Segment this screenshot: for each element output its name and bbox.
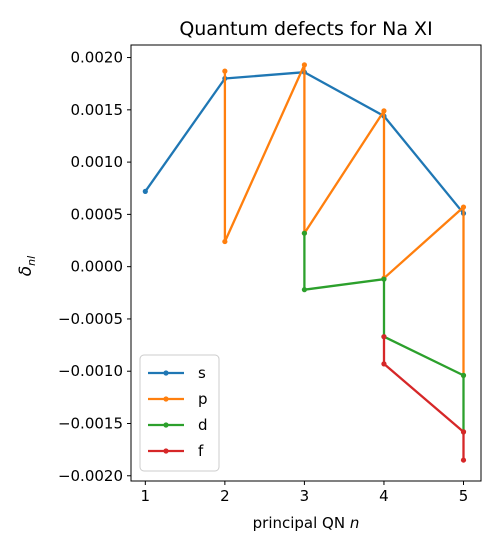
x-axis: 1 2 3 4 5 — [141, 481, 469, 505]
y-axis-label: δnl — [16, 256, 38, 276]
legend-marker-s — [163, 370, 169, 376]
data-point-f-0 — [381, 334, 387, 340]
data-point-p-2 — [301, 62, 308, 68]
x-axis-label-text: principal QN — [253, 514, 350, 532]
data-point-d-0 — [301, 230, 308, 236]
series-line-d — [303, 233, 465, 432]
y-tick-label-7: 0.0015 — [71, 101, 124, 119]
legend-label-d: d — [198, 416, 208, 434]
chart-title: Quantum defects for Na XI — [179, 18, 432, 40]
axes-frame — [130, 44, 482, 482]
legend-marker-p — [163, 396, 169, 402]
y-axis-label-subscript: nl — [25, 256, 38, 266]
data-point-d-2 — [381, 276, 387, 282]
data-point-f-1 — [381, 361, 387, 367]
legend-marker-d — [163, 422, 169, 428]
legend-label-f: f — [198, 442, 204, 460]
y-tick-label-6: 0.0010 — [71, 153, 124, 171]
legend-label-s: s — [198, 364, 206, 382]
data-point-p-4 — [381, 108, 387, 114]
y-tick-label-1: −0.0015 — [58, 414, 123, 432]
legend-box — [139, 354, 220, 472]
x-tick-label-4: 5 — [459, 487, 469, 505]
data-point-d-4 — [460, 372, 467, 378]
data-point-p-1 — [222, 238, 228, 245]
series-line-f — [382, 336, 465, 461]
data-point-p-0 — [222, 68, 228, 74]
series-line-p — [223, 63, 465, 376]
plot-area — [142, 62, 467, 463]
y-tick-label-2: −0.0010 — [58, 362, 123, 380]
legend-marker-f — [163, 448, 169, 454]
data-point-f-2 — [460, 429, 467, 435]
x-tick-label-2: 3 — [300, 487, 310, 505]
y-tick-label-4: 0.0000 — [71, 258, 124, 276]
y-tick-label-0: −0.0020 — [58, 467, 123, 485]
data-point-p-6 — [460, 204, 467, 210]
data-point-s-0 — [142, 188, 148, 194]
x-tick-label-0: 1 — [141, 487, 151, 505]
x-tick-label-1: 2 — [220, 487, 230, 505]
data-point-d-1 — [301, 287, 308, 293]
x-tick-label-3: 4 — [379, 487, 389, 505]
legend-label-p: p — [198, 390, 208, 408]
data-point-f-3 — [460, 457, 467, 463]
y-tick-label-3: −0.0005 — [58, 310, 123, 328]
x-axis-label-variable: n — [350, 514, 360, 532]
y-tick-label-5: 0.0005 — [71, 205, 124, 223]
y-tick-label-8: 0.0020 — [71, 49, 124, 67]
x-axis-label: principal QN n — [253, 514, 360, 532]
y-axis: −0.0020 −0.0015 −0.0010 −0.0005 0.0000 0.0005… — [58, 49, 131, 485]
y-axis-label-symbol: δ — [16, 266, 36, 276]
